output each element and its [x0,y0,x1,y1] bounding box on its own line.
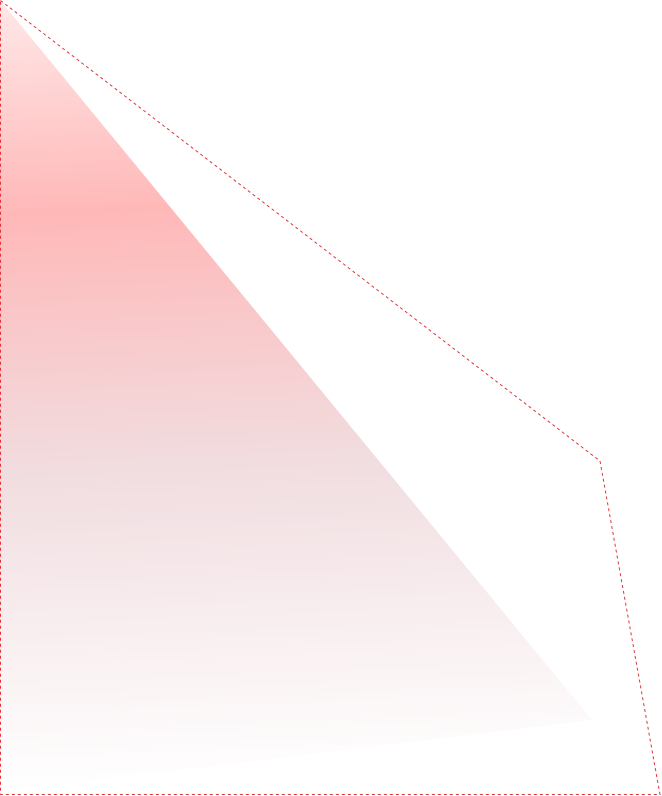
gradient-triangle [0,0,592,792]
